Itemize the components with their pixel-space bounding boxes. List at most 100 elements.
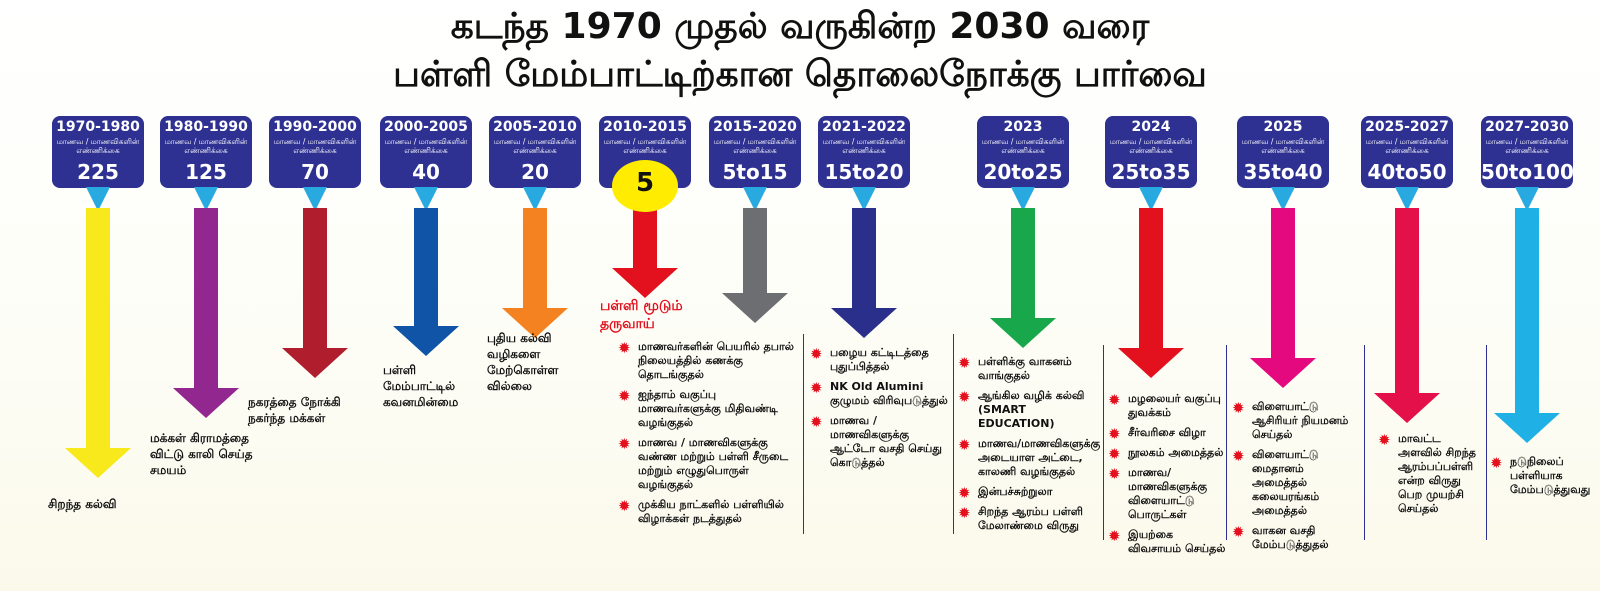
period-years: 2027-2030 [1485, 119, 1569, 135]
text-1980: மக்கள் கிராமத்தை விட்டு காலி செய்த சமயம் [150, 431, 253, 477]
divider [1364, 345, 1365, 540]
list-item: ✹ நடுநிலைப் பள்ளியாக மேம்படுத்துவது [1490, 455, 1596, 497]
starburst-icon: ✹ [810, 413, 823, 431]
period-card: 2024 மாணவ / மாணவிகளின் எண்ணிக்கை 25to35 [1105, 116, 1197, 188]
list-item: ✹ மாணவ / மாணவிகளுக்கு ஆட்டோ வசதி செய்து க… [810, 414, 952, 470]
list-item: ✹ மழலையர் வகுப்பு துவக்கம் [1108, 392, 1226, 420]
student-count: 25to35 [1111, 160, 1191, 184]
timeline-column: 2000-2005 மாணவ / மாணவிகளின் எண்ணிக்கை 40 [380, 116, 472, 586]
period-years: 1990-2000 [273, 119, 357, 135]
divider [803, 334, 804, 534]
list-2027-2030: ✹ நடுநிலைப் பள்ளியாக மேம்படுத்துவது [1490, 455, 1596, 503]
starburst-icon: ✹ [1108, 465, 1121, 483]
student-count: 225 [77, 160, 119, 184]
list-item: ✹ விளையாட்டு ஆசிரியர் நியமனம் செய்தல் [1232, 400, 1362, 442]
list-item: ✹ முக்கிய நாட்களில் பள்ளியில் விழாக்கள் ந… [618, 498, 798, 526]
starburst-icon: ✹ [1108, 391, 1121, 409]
list-item: ✹ மாணவர்களின் பெயரில் தபால் நிலையத்தில் க… [618, 340, 798, 382]
timeline-column: 1990-2000 மாணவ / மாணவிகளின் எண்ணிக்கை 70 [269, 116, 361, 586]
period-years: 2000-2005 [384, 119, 468, 135]
list-item-text: பள்ளிக்கு வாகனம் வாங்குதல் [978, 355, 1072, 382]
student-count: 15to20 [824, 160, 904, 184]
list-item-text: ஆங்கில வழிக் கல்வி (SMART EDUCATION) [978, 389, 1085, 430]
text-2005: புதிய கல்வி வழிகளை மேற்கொள்ள வில்லை [487, 331, 559, 393]
list-item: ✹ சிறந்த ஆரம்ப பள்ளி மேலாண்மை விருது [958, 505, 1103, 533]
student-count: 40 [412, 160, 440, 184]
starburst-icon: ✹ [618, 435, 631, 453]
list-item-text: வாகன வசதி மேம்படுத்துதல் [1252, 524, 1329, 551]
list-item: ✹ மாவட்ட அளவில் சிறந்த ஆரம்பப்பள்ளி என்ற … [1378, 432, 1484, 516]
divider [953, 334, 954, 534]
list-item: ✹ இன்பச்சுற்றுலா [958, 484, 1103, 502]
student-count-label: மாணவ / மாணவிகளின் எண்ணிக்கை [1241, 137, 1325, 155]
list-item-text: மாணவ/மாணவிகளுக்கு அடையாள அட்டை, காலணி வழ… [978, 437, 1101, 478]
period-card: 2025 மாணவ / மாணவிகளின் எண்ணிக்கை 35to40 [1237, 116, 1329, 188]
period-years: 1980-1990 [164, 119, 248, 135]
down-arrow-icon [1250, 208, 1316, 388]
divider [1103, 345, 1104, 540]
list-item: ✹ மாணவ/மாணவிகளுக்கு அடையாள அட்டை, காலணி வ… [958, 437, 1103, 479]
card-pointer [743, 187, 767, 211]
starburst-icon: ✹ [618, 339, 631, 357]
card-pointer [1515, 187, 1539, 211]
list-item-text: மாணவர்களின் பெயரில் தபால் நிலையத்தில் கண… [638, 340, 794, 381]
card-pointer [194, 187, 218, 211]
timeline-column: 1970-1980 மாணவ / மாணவிகளின் எண்ணிக்கை 225 [52, 116, 144, 586]
starburst-icon: ✹ [958, 504, 971, 522]
count-highlight-circle: 5 [612, 160, 678, 212]
timeline-column: 2025-2027 மாணவ / மாணவிகளின் எண்ணிக்கை 40to… [1361, 116, 1453, 586]
period-card: 1990-2000 மாணவ / மாணவிகளின் எண்ணிக்கை 70 [269, 116, 361, 188]
student-count: 70 [301, 160, 329, 184]
period-years: 2025-2027 [1365, 119, 1449, 135]
milestone-2010: பள்ளி மூடும் தருவாய் [600, 298, 683, 332]
period-card: 2000-2005 மாணவ / மாணவிகளின் எண்ணிக்கை 40 [380, 116, 472, 188]
student-count-label: மாணவ / மாணவிகளின் எண்ணிக்கை [981, 137, 1065, 155]
card-pointer [303, 187, 327, 211]
list-item: ✹ பழைய கட்டிடத்தை புதுப்பித்தல் [810, 346, 952, 374]
list-item: ✹ ஆங்கில வழிக் கல்வி (SMART EDUCATION) [958, 389, 1103, 431]
starburst-icon: ✹ [1108, 445, 1121, 463]
period-years: 2021-2022 [822, 119, 906, 135]
starburst-icon: ✹ [1378, 431, 1391, 449]
list-item-text: விளையாட்டு மைதானம் அமைத்தல் கலையரங்கம் அ… [1252, 448, 1320, 517]
down-arrow-icon [502, 208, 568, 338]
student-count-label: மாணவ / மாணவிகளின் எண்ணிக்கை [273, 137, 357, 155]
list-item-text: இன்பச்சுற்றுலா [978, 485, 1053, 498]
card-pointer [523, 187, 547, 211]
student-count-label: மாணவ / மாணவிகளின் எண்ணிக்கை [603, 137, 687, 155]
starburst-icon: ✹ [958, 354, 971, 372]
down-arrow-icon [393, 208, 459, 356]
list-item: ✹ சீர்வரிசை விழா [1108, 426, 1226, 442]
starburst-icon: ✹ [618, 387, 631, 405]
card-pointer [1011, 187, 1035, 211]
starburst-icon: ✹ [618, 497, 631, 515]
timeline-column: 2005-2010 மாணவ / மாணவிகளின் எண்ணிக்கை 20 [489, 116, 581, 586]
down-arrow-icon [173, 208, 239, 418]
text-1990: நகரத்தை நோக்கி நகர்ந்த மக்கள் [248, 395, 341, 425]
list-item-text: இயற்கை விவசாயம் செய்தல் [1128, 528, 1226, 555]
student-count-label: மாணவ / மாணவிகளின் எண்ணிக்கை [384, 137, 468, 155]
list-item-text: நூலகம் அமைத்தல் [1128, 446, 1224, 459]
list-item: ✹ விளையாட்டு மைதானம் அமைத்தல் கலையரங்கம் … [1232, 448, 1362, 518]
text-1970: சிறந்த கல்வி [48, 497, 117, 511]
list-item-text: மழலையர் வகுப்பு துவக்கம் [1128, 392, 1221, 419]
period-card: 2021-2022 மாணவ / மாணவிகளின் எண்ணிக்கை 15to… [818, 116, 910, 188]
list-item-text: நடுநிலைப் பள்ளியாக மேம்படுத்துவது [1510, 455, 1591, 496]
card-pointer [1271, 187, 1295, 211]
timeline-column: 2024 மாணவ / மாணவிகளின் எண்ணிக்கை 25to35 [1105, 116, 1197, 586]
divider [1226, 345, 1227, 540]
starburst-icon: ✹ [958, 436, 971, 454]
list-item: ✹ வாகன வசதி மேம்படுத்துதல் [1232, 524, 1362, 552]
list-item-text: மாணவ / மாணவிகளுக்கு வண்ண மற்றும் பள்ளி ச… [638, 436, 789, 491]
card-pointer [1139, 187, 1163, 211]
student-count-label: மாணவ / மாணவிகளின் எண்ணிக்கை [713, 137, 797, 155]
starburst-icon: ✹ [1108, 527, 1121, 545]
page-title-line1: கடந்த 1970 முதல் வருகின்ற 2030 வரை [450, 6, 1150, 47]
list-item-text: விளையாட்டு ஆசிரியர் நியமனம் செய்தல் [1252, 400, 1349, 441]
down-arrow-icon [65, 208, 131, 478]
list-item-text: முக்கிய நாட்களில் பள்ளியில் விழாக்கள் நட… [638, 498, 784, 525]
student-count: 5to15 [722, 160, 788, 184]
page-title-line2: பள்ளி மேம்பாட்டிற்கான தொலைநோக்கு பார்வை [393, 54, 1207, 95]
starburst-icon: ✹ [958, 484, 971, 502]
period-card: 1970-1980 மாணவ / மாணவிகளின் எண்ணிக்கை 225 [52, 116, 144, 188]
